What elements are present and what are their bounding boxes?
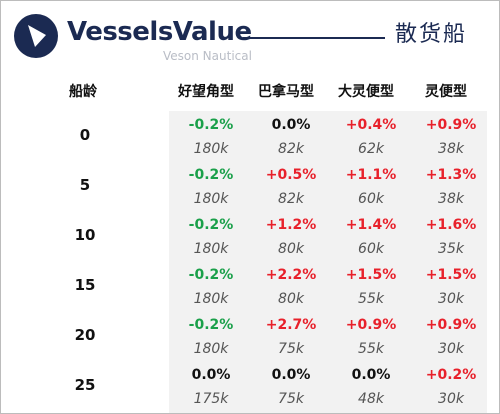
vessel-value: 82k	[278, 191, 304, 207]
vessel-value: 60k	[358, 191, 384, 207]
vesselsvalue-logo-icon	[14, 14, 58, 58]
data-grid-background	[169, 111, 487, 413]
age-label: 15	[74, 276, 96, 294]
price-change: -0.2%	[188, 267, 234, 283]
age-column-header: 船龄	[69, 84, 97, 100]
age-label: 0	[79, 126, 91, 144]
price-change: -0.2%	[188, 167, 234, 183]
price-change: 0.0%	[191, 367, 231, 383]
vessel-value: 80k	[278, 291, 304, 307]
header-divider	[243, 37, 385, 39]
price-change: +0.4%	[345, 117, 397, 133]
price-change: +1.5%	[425, 267, 477, 283]
brand-name: VesselsValue	[67, 17, 252, 47]
price-change: +1.1%	[345, 167, 397, 183]
price-change: +0.9%	[345, 317, 397, 333]
age-label: 10	[74, 226, 96, 244]
vessel-value: 35k	[438, 241, 464, 257]
price-change: +1.3%	[425, 167, 477, 183]
vessel-value: 55k	[358, 341, 384, 357]
vessel-value: 38k	[438, 191, 464, 207]
price-change: +0.2%	[425, 367, 477, 383]
header: VesselsValue Veson Nautical 散货船	[1, 1, 499, 75]
vessel-value: 75k	[278, 391, 304, 407]
vessel-value: 80k	[278, 241, 304, 257]
price-change: +0.5%	[265, 167, 317, 183]
age-label: 5	[79, 176, 91, 194]
age-label: 20	[74, 326, 96, 344]
price-change: 0.0%	[271, 117, 311, 133]
price-change: +1.2%	[265, 217, 317, 233]
vessel-value: 180k	[193, 341, 229, 357]
column-header: 大灵便型	[338, 84, 394, 100]
vessel-value: 55k	[358, 291, 384, 307]
price-change: -0.2%	[188, 217, 234, 233]
vessel-value: 175k	[193, 391, 229, 407]
price-change: 0.0%	[351, 367, 391, 383]
price-change: -0.2%	[188, 117, 234, 133]
brand-subtitle: Veson Nautical	[163, 49, 252, 63]
vessel-value: 30k	[438, 291, 464, 307]
vessel-value: 180k	[193, 191, 229, 207]
price-change: +1.5%	[345, 267, 397, 283]
vessel-value: 30k	[438, 391, 464, 407]
column-header: 巴拿马型	[258, 84, 314, 100]
price-change: +1.4%	[345, 217, 397, 233]
price-change: +2.7%	[265, 317, 317, 333]
price-change: +1.6%	[425, 217, 477, 233]
vessel-value: 60k	[358, 241, 384, 257]
vessel-value: 38k	[438, 141, 464, 157]
price-change: +0.9%	[425, 317, 477, 333]
price-change: +0.9%	[425, 117, 477, 133]
vessel-value: 48k	[358, 391, 384, 407]
vessel-value: 180k	[193, 141, 229, 157]
age-label: 25	[74, 376, 96, 394]
vessel-value: 82k	[278, 141, 304, 157]
vessel-type-title: 散货船	[395, 22, 468, 47]
price-change: -0.2%	[188, 317, 234, 333]
vessel-value: 62k	[358, 141, 384, 157]
vessel-value: 180k	[193, 241, 229, 257]
price-change: 0.0%	[271, 367, 311, 383]
vessel-value: 30k	[438, 341, 464, 357]
column-header: 好望角型	[178, 84, 234, 100]
price-change: +2.2%	[265, 267, 317, 283]
vessel-value: 180k	[193, 291, 229, 307]
vessel-value: 75k	[278, 341, 304, 357]
column-header: 灵便型	[425, 84, 467, 100]
